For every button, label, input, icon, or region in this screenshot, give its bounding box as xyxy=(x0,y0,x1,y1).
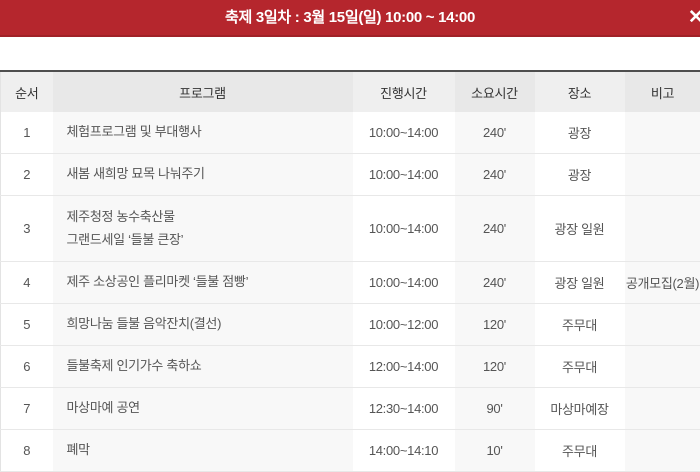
cell-duration: 10' xyxy=(455,430,535,472)
cell-place: 광장 xyxy=(535,112,625,154)
day-banner: 축제 3일차 : 3월 15일(일) 10:00 ~ 14:00 ✕ xyxy=(0,0,700,37)
table-header-row: 순서 프로그램 진행시간 소요시간 장소 비고 xyxy=(1,71,700,112)
cell-note xyxy=(625,430,700,472)
schedule-table-container: 순서 프로그램 진행시간 소요시간 장소 비고 1 체험프로그램 및 부대행사 … xyxy=(0,70,700,472)
cell-note xyxy=(625,196,700,262)
cell-note: 공개모집(2월) xyxy=(625,262,700,304)
column-header-no: 순서 xyxy=(1,71,53,112)
cell-program: 희망나눔 들불 음악잔치(결선) xyxy=(53,304,353,346)
cell-no: 4 xyxy=(1,262,53,304)
cell-program: 제주 소상공인 플리마켓 ‘들불 점빵’ xyxy=(53,262,353,304)
table-row: 3 제주청정 농수축산물 그랜드세일 ‘들불 큰장’ 10:00~14:00 2… xyxy=(1,196,700,262)
cell-time: 10:00~12:00 xyxy=(353,304,455,346)
cell-program: 마상마예 공연 xyxy=(53,388,353,430)
cell-note xyxy=(625,112,700,154)
schedule-table: 순서 프로그램 진행시간 소요시간 장소 비고 1 체험프로그램 및 부대행사 … xyxy=(0,70,700,472)
table-row: 8 폐막 14:00~14:10 10' 주무대 xyxy=(1,430,700,472)
cell-program: 체험프로그램 및 부대행사 xyxy=(53,112,353,154)
cell-place: 광장 xyxy=(535,154,625,196)
cell-no: 8 xyxy=(1,430,53,472)
cell-time: 10:00~14:00 xyxy=(353,262,455,304)
cell-duration: 240' xyxy=(455,262,535,304)
cell-no: 2 xyxy=(1,154,53,196)
table-row: 4 제주 소상공인 플리마켓 ‘들불 점빵’ 10:00~14:00 240' … xyxy=(1,262,700,304)
table-row: 1 체험프로그램 및 부대행사 10:00~14:00 240' 광장 xyxy=(1,112,700,154)
cell-duration: 120' xyxy=(455,304,535,346)
cell-duration: 240' xyxy=(455,112,535,154)
cell-place: 광장 일원 xyxy=(535,262,625,304)
cell-time: 12:30~14:00 xyxy=(353,388,455,430)
cell-no: 6 xyxy=(1,346,53,388)
cell-program: 들불축제 인기가수 축하쇼 xyxy=(53,346,353,388)
cell-note xyxy=(625,388,700,430)
cell-duration: 120' xyxy=(455,346,535,388)
cell-program: 새봄 새희망 묘목 나눠주기 xyxy=(53,154,353,196)
column-header-program: 프로그램 xyxy=(53,71,353,112)
cell-time: 10:00~14:00 xyxy=(353,196,455,262)
table-row: 7 마상마예 공연 12:30~14:00 90' 마상마예장 xyxy=(1,388,700,430)
cell-duration: 240' xyxy=(455,154,535,196)
cell-no: 1 xyxy=(1,112,53,154)
table-row: 5 희망나눔 들불 음악잔치(결선) 10:00~12:00 120' 주무대 xyxy=(1,304,700,346)
table-row: 2 새봄 새희망 묘목 나눠주기 10:00~14:00 240' 광장 xyxy=(1,154,700,196)
cell-time: 12:00~14:00 xyxy=(353,346,455,388)
cell-time: 14:00~14:10 xyxy=(353,430,455,472)
column-header-note: 비고 xyxy=(625,71,700,112)
cell-note xyxy=(625,346,700,388)
column-header-duration: 소요시간 xyxy=(455,71,535,112)
table-row: 6 들불축제 인기가수 축하쇼 12:00~14:00 120' 주무대 xyxy=(1,346,700,388)
cell-note xyxy=(625,304,700,346)
cell-place: 광장 일원 xyxy=(535,196,625,262)
cell-program: 폐막 xyxy=(53,430,353,472)
banner-title: 축제 3일차 : 3월 15일(일) 10:00 ~ 14:00 xyxy=(0,0,700,35)
cell-place: 마상마예장 xyxy=(535,388,625,430)
cell-duration: 90' xyxy=(455,388,535,430)
cell-no: 5 xyxy=(1,304,53,346)
cell-time: 10:00~14:00 xyxy=(353,112,455,154)
column-header-time: 진행시간 xyxy=(353,71,455,112)
cell-note xyxy=(625,154,700,196)
column-header-place: 장소 xyxy=(535,71,625,112)
cell-place: 주무대 xyxy=(535,346,625,388)
close-icon[interactable]: ✕ xyxy=(682,0,700,35)
cell-place: 주무대 xyxy=(535,304,625,346)
cell-program: 제주청정 농수축산물 그랜드세일 ‘들불 큰장’ xyxy=(53,196,353,262)
cell-time: 10:00~14:00 xyxy=(353,154,455,196)
cell-no: 3 xyxy=(1,196,53,262)
cell-place: 주무대 xyxy=(535,430,625,472)
cell-no: 7 xyxy=(1,388,53,430)
cell-duration: 240' xyxy=(455,196,535,262)
